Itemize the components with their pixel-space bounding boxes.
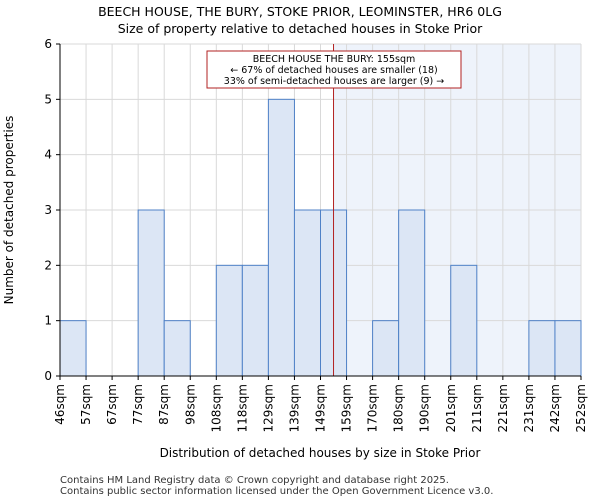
x-tick-label-13: 180sqm	[392, 384, 406, 432]
annotation-line-2: ← 67% of detached houses are smaller (18…	[230, 65, 437, 76]
bar-6	[215, 264, 243, 377]
bar-15	[450, 264, 478, 377]
bar-9	[293, 209, 322, 377]
x-tick-label-5: 98sqm	[183, 384, 197, 425]
annotation-box	[206, 50, 462, 89]
x-tick-label-4: 87sqm	[157, 384, 171, 425]
footer-line-2: Contains public sector information licen…	[60, 486, 494, 497]
x-tick-label-20: 252sqm	[574, 384, 588, 432]
x-axis-label: Distribution of detached houses by size …	[160, 446, 481, 460]
bar-8	[267, 98, 295, 377]
y-tick-label-0: 0	[44, 369, 52, 383]
chart-title: BEECH HOUSE, THE BURY, STOKE PRIOR, LEOM…	[98, 4, 502, 19]
annotation-line-1: BEECH HOUSE THE BURY: 155sqm	[253, 54, 416, 65]
bar-12	[372, 320, 400, 377]
x-tick-label-17: 221sqm	[496, 384, 510, 432]
x-tick-label-6: 108sqm	[209, 384, 223, 432]
x-tick-label-10: 149sqm	[314, 384, 328, 432]
y-axis-label: Number of detached properties	[2, 116, 16, 305]
x-tick-label-19: 242sqm	[548, 384, 562, 432]
x-tick-label-12: 170sqm	[366, 384, 380, 432]
histogram-chart: 0 1 2 3 4 5 6 46sqm 57sqm 67sqm 77sqm 87sqm 98sqm 10…	[2, 37, 588, 460]
x-tick-label-3: 77sqm	[131, 384, 145, 425]
bar-13	[398, 209, 426, 377]
x-tick-label-18: 231sqm	[522, 384, 536, 432]
bar-19	[554, 320, 582, 377]
annotation-line-3: 33% of semi-detached houses are larger (…	[224, 76, 444, 87]
footer-line-1: Contains HM Land Registry data © Crown c…	[60, 475, 449, 486]
x-tick-label-1: 57sqm	[79, 384, 93, 425]
property-annotation: BEECH HOUSE THE BURY: 155sqm ← 67% of de…	[206, 50, 462, 89]
y-tick-label-5: 5	[44, 92, 52, 106]
bar-4	[163, 320, 191, 377]
bar-7	[241, 264, 269, 377]
x-tick-label-16: 211sqm	[470, 384, 484, 432]
y-tick-label-1: 1	[44, 314, 52, 328]
y-tick-label-4: 4	[44, 148, 52, 162]
x-tick-label-8: 129sqm	[261, 384, 275, 432]
y-tick-label-6: 6	[44, 37, 52, 51]
x-tick-label-2: 67sqm	[105, 384, 119, 425]
bar-18	[528, 320, 556, 377]
chart-subtitle: Size of property relative to detached ho…	[117, 21, 483, 36]
x-tick-label-7: 118sqm	[235, 384, 249, 432]
x-tick-label-0: 46sqm	[53, 384, 67, 425]
y-tick-label-2: 2	[44, 258, 52, 272]
y-tick-label-3: 3	[44, 203, 52, 217]
x-tick-label-14: 190sqm	[418, 384, 432, 432]
x-tick-label-11: 159sqm	[340, 384, 354, 432]
bar-3	[137, 209, 165, 377]
bar-0	[59, 320, 87, 377]
x-tick-label-15: 201sqm	[444, 384, 458, 432]
x-tick-label-9: 139sqm	[287, 384, 301, 432]
